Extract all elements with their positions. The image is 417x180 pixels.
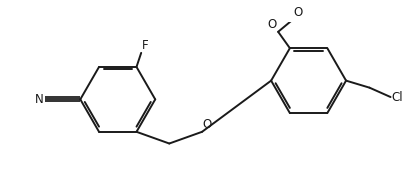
Text: N: N <box>35 93 44 106</box>
Text: O: O <box>268 18 277 31</box>
Text: O: O <box>294 6 303 19</box>
Text: F: F <box>142 39 148 52</box>
Text: O: O <box>203 118 212 131</box>
Text: Cl: Cl <box>392 91 403 104</box>
